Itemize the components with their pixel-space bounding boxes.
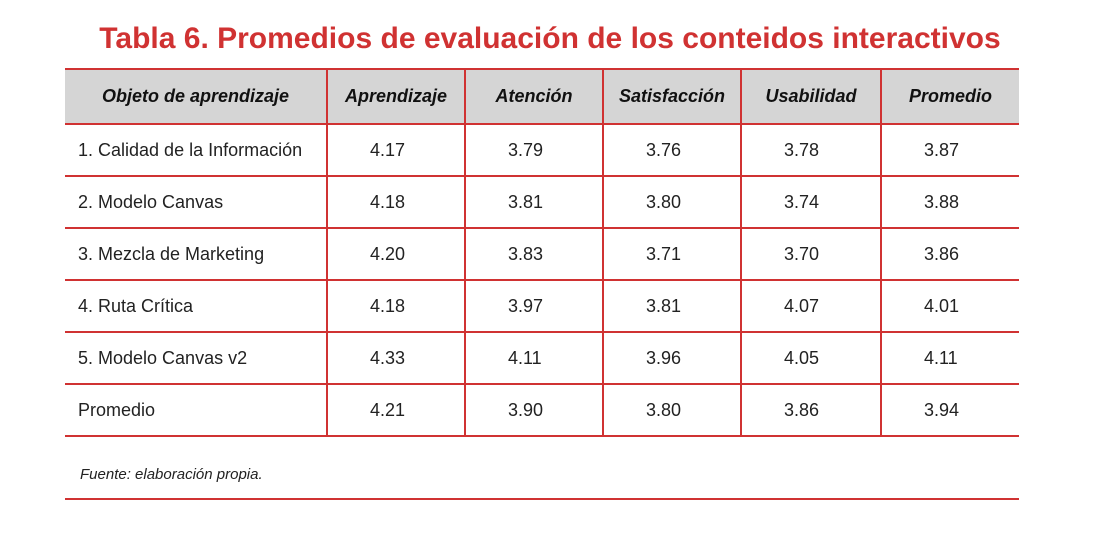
cell-aprendizaje: 4.33 <box>326 331 466 385</box>
table-row: 5. Modelo Canvas v2 4.33 4.11 3.96 4.05 … <box>65 331 1019 385</box>
header-cell: Satisfacción <box>602 68 742 125</box>
cell-usabilidad: 3.74 <box>740 175 882 229</box>
cell-atencion: 3.79 <box>464 123 604 177</box>
source-note: Fuente: elaboración propia. <box>80 466 263 483</box>
cell-satisfaccion: 3.80 <box>602 383 742 437</box>
cell-aprendizaje: 4.21 <box>326 383 466 437</box>
header-cell: Usabilidad <box>740 68 882 125</box>
table-row-average: Promedio 4.21 3.90 3.80 3.86 3.94 <box>65 383 1019 437</box>
row-label: 3. Mezcla de Marketing <box>65 227 328 281</box>
header-cell: Objeto de aprendizaje <box>65 68 328 125</box>
cell-satisfaccion: 3.80 <box>602 175 742 229</box>
cell-satisfaccion: 3.76 <box>602 123 742 177</box>
cell-atencion: 3.81 <box>464 175 604 229</box>
bottom-rule <box>65 498 1019 500</box>
cell-usabilidad: 3.70 <box>740 227 882 281</box>
cell-satisfaccion: 3.81 <box>602 279 742 333</box>
header-cell: Aprendizaje <box>326 68 466 125</box>
cell-aprendizaje: 4.18 <box>326 279 466 333</box>
cell-promedio: 4.11 <box>880 331 1019 385</box>
cell-satisfaccion: 3.71 <box>602 227 742 281</box>
cell-atencion: 3.83 <box>464 227 604 281</box>
row-label: 5. Modelo Canvas v2 <box>65 331 328 385</box>
cell-usabilidad: 3.86 <box>740 383 882 437</box>
cell-satisfaccion: 3.96 <box>602 331 742 385</box>
cell-usabilidad: 3.78 <box>740 123 882 177</box>
cell-aprendizaje: 4.17 <box>326 123 466 177</box>
cell-usabilidad: 4.07 <box>740 279 882 333</box>
cell-usabilidad: 4.05 <box>740 331 882 385</box>
table-row: 1. Calidad de la Información 4.17 3.79 3… <box>65 123 1019 177</box>
header-cell: Promedio <box>880 68 1019 125</box>
row-label: 4. Ruta Crítica <box>65 279 328 333</box>
cell-atencion: 4.11 <box>464 331 604 385</box>
cell-atencion: 3.97 <box>464 279 604 333</box>
row-label: 1. Calidad de la Información <box>65 123 328 177</box>
cell-promedio: 4.01 <box>880 279 1019 333</box>
table-row: 3. Mezcla de Marketing 4.20 3.83 3.71 3.… <box>65 227 1019 281</box>
cell-aprendizaje: 4.18 <box>326 175 466 229</box>
cell-promedio: 3.88 <box>880 175 1019 229</box>
evaluation-table: Objeto de aprendizaje Aprendizaje Atenci… <box>65 68 1019 437</box>
header-row: Objeto de aprendizaje Aprendizaje Atenci… <box>65 68 1019 125</box>
header-cell: Atención <box>464 68 604 125</box>
row-label: 2. Modelo Canvas <box>65 175 328 229</box>
table-row: 4. Ruta Crítica 4.18 3.97 3.81 4.07 4.01 <box>65 279 1019 333</box>
table-title: Tabla 6. Promedios de evaluación de los … <box>99 22 1001 55</box>
table-row: 2. Modelo Canvas 4.18 3.81 3.80 3.74 3.8… <box>65 175 1019 229</box>
cell-atencion: 3.90 <box>464 383 604 437</box>
cell-promedio: 3.94 <box>880 383 1019 437</box>
cell-promedio: 3.87 <box>880 123 1019 177</box>
cell-aprendizaje: 4.20 <box>326 227 466 281</box>
cell-promedio: 3.86 <box>880 227 1019 281</box>
row-label: Promedio <box>65 383 328 437</box>
